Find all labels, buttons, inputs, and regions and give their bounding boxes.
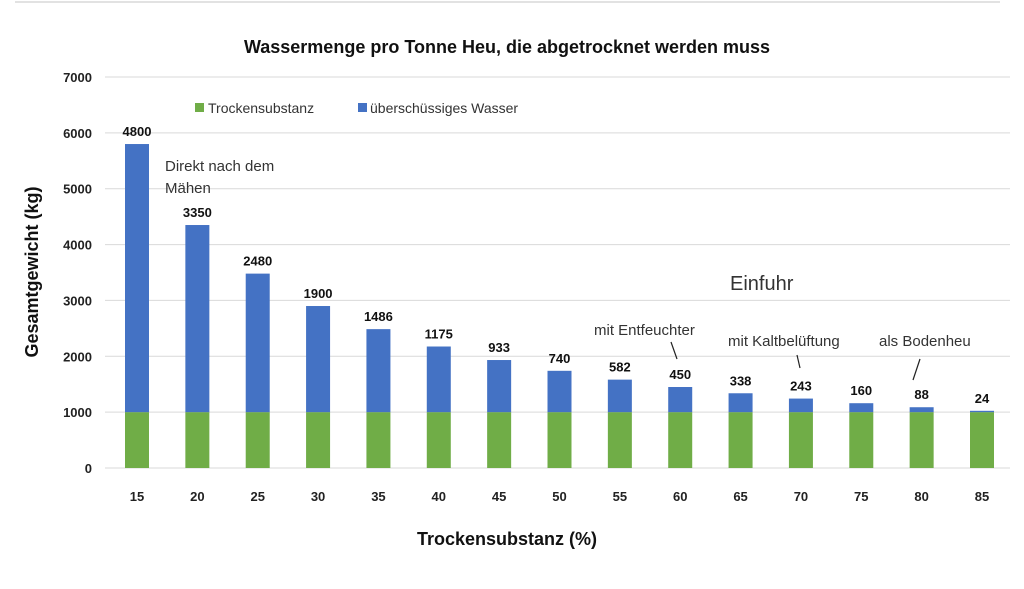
x-tick-label: 35	[371, 489, 385, 504]
bar-trockensubstanz-55	[607, 412, 632, 468]
y-tick-label: 6000	[63, 126, 92, 141]
bar-wasser-30	[306, 306, 331, 413]
data-label-wasser-15: 4800	[123, 124, 152, 139]
y-tick-label: 4000	[63, 238, 92, 253]
bar-wasser-55	[607, 379, 632, 413]
x-tick-label: 30	[311, 489, 325, 504]
data-label-wasser-70: 243	[790, 379, 812, 394]
x-tick-label: 25	[250, 489, 264, 504]
chart-title: Wassermenge pro Tonne Heu, die abgetrock…	[244, 37, 770, 57]
annotations: Direkt nach dem Mähen Einfuhr mit Entfeu…	[165, 158, 971, 381]
data-label-wasser-25: 2480	[243, 254, 272, 269]
bar-wasser-35	[366, 329, 391, 413]
bar-trockensubstanz-80	[909, 412, 934, 468]
x-tick-label: 85	[975, 489, 989, 504]
bar-trockensubstanz-25	[245, 412, 270, 468]
x-tick-label: 70	[794, 489, 808, 504]
x-axis-ticks: 15 20 25 30 35 40 45 50 55 60 65 70 75 80 85	[130, 489, 989, 504]
annotation-direkt-line2: Mähen	[165, 180, 211, 197]
annotation-direkt-line1: Direkt nach dem	[165, 158, 274, 175]
bars	[125, 144, 994, 468]
data-label-wasser-55: 582	[609, 360, 631, 375]
annotation-kaltbelueftung-leader	[796, 354, 801, 369]
annotation-kaltbelueftung: mit Kaltbelüftung	[728, 333, 840, 350]
bar-wasser-15	[125, 144, 149, 413]
legend-label-trockensubstanz: Trockensubstanz	[208, 100, 314, 116]
bar-trockensubstanz-50	[547, 412, 572, 468]
bar-trockensubstanz-40	[426, 412, 451, 468]
data-label-wasser-35: 1486	[364, 309, 393, 324]
bar-trockensubstanz-65	[728, 412, 753, 468]
data-label-wasser-30: 1900	[304, 286, 333, 301]
y-axis-label: Gesamtgewicht (kg)	[22, 186, 42, 357]
bar-wasser-60	[668, 387, 693, 413]
annotation-entfeuchter: mit Entfeuchter	[594, 322, 695, 339]
data-label-wasser-50: 740	[549, 351, 571, 366]
bar-wasser-75	[849, 403, 874, 413]
data-label-wasser-80: 88	[914, 387, 928, 402]
y-tick-label: 3000	[63, 293, 92, 308]
bar-trockensubstanz-75	[849, 412, 874, 468]
bar-wasser-45	[487, 360, 512, 413]
y-tick-label: 2000	[63, 349, 92, 364]
x-tick-label: 40	[432, 489, 446, 504]
bar-wasser-40	[426, 346, 451, 413]
x-tick-label: 75	[854, 489, 868, 504]
data-label-wasser-60: 450	[669, 367, 691, 382]
y-tick-label: 0	[85, 461, 92, 476]
x-tick-label: 80	[914, 489, 928, 504]
x-tick-label: 15	[130, 489, 144, 504]
bar-wasser-20	[185, 225, 210, 413]
legend-swatch-trockensubstanz	[195, 103, 204, 112]
bar-trockensubstanz-85	[970, 412, 994, 468]
bar-wasser-80	[909, 407, 934, 413]
data-label-wasser-65: 338	[730, 373, 752, 388]
legend-label-wasser: überschüssiges Wasser	[370, 100, 518, 116]
legend: Trockensubstanz überschüssiges Wasser	[195, 100, 518, 116]
bar-wasser-70	[788, 398, 813, 413]
data-label-wasser-75: 160	[850, 383, 872, 398]
x-axis-label: Trockensubstanz (%)	[417, 529, 597, 549]
annotation-bodenheu-leader	[912, 358, 921, 381]
bar-wasser-50	[547, 370, 572, 413]
bar-trockensubstanz-30	[306, 412, 331, 468]
annotation-entfeuchter-leader	[670, 341, 678, 360]
data-label-wasser-85: 24	[975, 391, 990, 406]
annotation-einfuhr: Einfuhr	[730, 273, 794, 295]
data-label-wasser-40: 1175	[425, 327, 453, 342]
y-tick-label: 7000	[63, 70, 92, 85]
x-tick-label: 50	[552, 489, 566, 504]
bar-trockensubstanz-20	[185, 412, 210, 468]
bar-wasser-65	[728, 393, 753, 413]
data-labels: 4800 3350 2480 1900 1486 1175 933 740 582 450 338 2…	[123, 124, 990, 406]
x-tick-label: 65	[733, 489, 747, 504]
y-axis-ticks: 0 1000 2000 3000 4000 5000 6000 7000	[63, 70, 92, 476]
annotation-bodenheu: als Bodenheu	[879, 333, 971, 350]
bar-trockensubstanz-35	[366, 412, 391, 468]
x-tick-label: 45	[492, 489, 506, 504]
x-tick-label: 20	[190, 489, 204, 504]
bar-wasser-25	[245, 273, 270, 413]
bar-trockensubstanz-15	[125, 412, 149, 468]
bar-trockensubstanz-60	[668, 412, 693, 468]
x-tick-label: 55	[613, 489, 627, 504]
legend-swatch-wasser	[358, 103, 367, 112]
y-tick-label: 5000	[63, 182, 92, 197]
data-label-wasser-20: 3350	[183, 205, 212, 220]
bar-trockensubstanz-45	[487, 412, 512, 468]
bar-wasser-85	[970, 410, 994, 413]
bar-trockensubstanz-70	[788, 412, 813, 468]
y-tick-label: 1000	[63, 405, 92, 420]
data-label-wasser-45: 933	[488, 340, 510, 355]
x-tick-label: 60	[673, 489, 687, 504]
